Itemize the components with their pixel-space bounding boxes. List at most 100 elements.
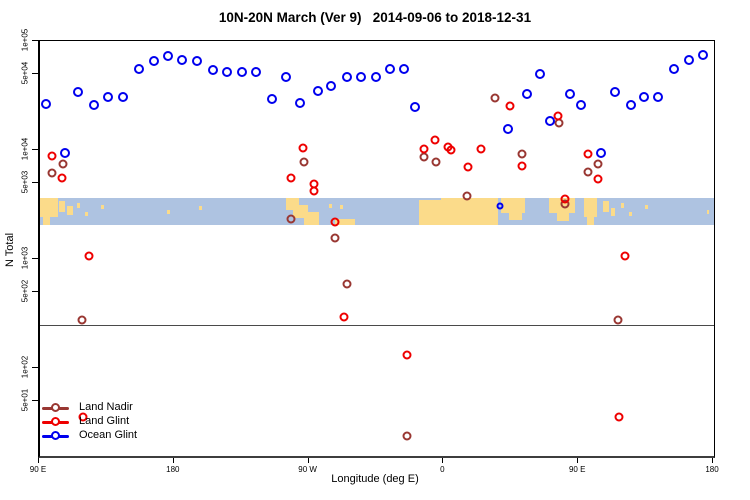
y-tick-label: 1e+05 xyxy=(20,28,30,52)
land-patch xyxy=(329,203,333,208)
data-point-land-nadir xyxy=(583,167,593,177)
data-point-ocean-glint xyxy=(698,49,709,60)
data-point-ocean-glint xyxy=(148,55,159,66)
land-patch xyxy=(628,211,632,216)
y-tick-label: 1e+03 xyxy=(20,246,30,270)
data-point-land-nadir xyxy=(402,431,412,441)
data-point-ocean-glint xyxy=(236,66,247,77)
plot-area: Land Nadir Land Glint Ocean Glint xyxy=(38,40,715,458)
chart-title: 10N-20N March (Ver 9) 2014-09-06 to 2018… xyxy=(218,10,532,25)
data-point-land-glint xyxy=(309,186,319,196)
data-point-ocean-glint xyxy=(355,71,366,82)
data-point-land-nadir xyxy=(517,149,527,159)
data-point-ocean-glint xyxy=(653,92,664,103)
data-point-land-glint xyxy=(620,251,630,261)
data-point-land-glint xyxy=(614,412,624,422)
x-tick-mark xyxy=(712,457,713,463)
data-point-ocean-glint xyxy=(565,88,576,99)
data-point-ocean-glint xyxy=(503,123,514,134)
legend-label: Land Nadir xyxy=(79,401,133,413)
legend-marker-circle xyxy=(51,403,60,412)
data-point-ocean-glint xyxy=(410,102,421,112)
legend-item: Ocean Glint xyxy=(42,429,162,443)
x-tick-mark xyxy=(38,457,39,463)
data-point-land-glint xyxy=(57,173,67,183)
x-tick-label: 90 E xyxy=(29,465,47,474)
y-tick-mark xyxy=(32,290,38,292)
data-point-ocean-glint xyxy=(88,99,99,110)
y-axis-label: N Total xyxy=(4,232,16,268)
x-tick-label: 180 xyxy=(705,465,719,474)
y-tick-label: 5e+02 xyxy=(20,279,30,303)
data-point-ocean-glint xyxy=(545,115,556,126)
data-point-land-glint xyxy=(476,144,486,154)
land-patch xyxy=(586,214,595,225)
x-tick-label: 90 W xyxy=(298,465,317,474)
land-patch xyxy=(59,201,66,212)
data-point-land-nadir xyxy=(490,93,500,103)
data-point-land-nadir xyxy=(77,315,87,325)
data-point-ocean-glint xyxy=(325,81,336,92)
land-patch xyxy=(101,205,105,209)
y-tick-label: 5e+03 xyxy=(20,170,30,194)
data-point-land-glint xyxy=(560,194,570,204)
y-tick-mark xyxy=(32,40,38,41)
data-point-ocean-glint xyxy=(535,69,546,79)
land-patch xyxy=(621,203,625,208)
data-point-ocean-glint xyxy=(399,64,410,75)
data-point-ocean-glint xyxy=(626,99,637,110)
data-point-ocean-glint xyxy=(250,66,261,77)
data-point-land-glint xyxy=(593,174,603,184)
data-point-land-glint xyxy=(430,135,440,145)
data-point-ocean-glint xyxy=(117,92,128,103)
land-patch xyxy=(198,206,202,210)
y-tick-mark xyxy=(32,149,38,150)
data-point-ocean-glint xyxy=(72,87,83,98)
legend-label: Land Glint xyxy=(79,415,130,427)
data-point-land-nadir xyxy=(613,315,623,325)
world-map-strip xyxy=(40,198,714,225)
land-patch xyxy=(66,206,73,215)
data-point-land-glint xyxy=(84,251,94,261)
land-patch xyxy=(42,210,51,225)
data-point-land-glint xyxy=(463,162,473,172)
x-tick-label: 0 xyxy=(440,465,445,474)
y-tick-label: 5e+01 xyxy=(20,388,30,412)
data-point-ocean-glint xyxy=(522,88,533,99)
land-patch xyxy=(167,210,171,215)
data-point-ocean-glint xyxy=(40,99,51,110)
data-point-land-nadir xyxy=(462,191,472,201)
legend-marker-circle xyxy=(51,431,60,440)
x-tick-mark xyxy=(172,457,174,463)
data-point-land-nadir xyxy=(286,214,296,224)
land-patch xyxy=(303,211,319,225)
y-tick-label: 1e+02 xyxy=(20,355,30,379)
data-point-ocean-glint xyxy=(683,54,694,65)
data-point-ocean-glint xyxy=(610,87,621,98)
data-point-land-glint xyxy=(517,161,527,171)
data-point-ocean-glint xyxy=(496,202,504,210)
data-point-land-nadir xyxy=(593,159,603,169)
y-tick-mark xyxy=(32,181,38,183)
land-patch xyxy=(77,203,81,208)
data-point-land-nadir xyxy=(58,159,68,169)
land-patch xyxy=(285,198,300,211)
data-point-land-nadir xyxy=(299,157,309,167)
data-point-ocean-glint xyxy=(162,51,173,62)
data-point-ocean-glint xyxy=(596,148,607,159)
land-patch xyxy=(84,211,88,216)
data-point-ocean-glint xyxy=(102,92,113,103)
land-patch xyxy=(556,213,569,221)
data-point-land-glint xyxy=(505,101,515,111)
legend-marker-circle xyxy=(51,417,60,426)
legend-item: Land Glint xyxy=(42,415,162,429)
legend-item: Land Nadir xyxy=(42,401,162,415)
land-patch xyxy=(418,199,442,225)
data-point-land-glint xyxy=(446,145,456,155)
data-point-ocean-glint xyxy=(341,71,352,82)
reference-line xyxy=(40,324,714,326)
land-patch xyxy=(441,198,499,225)
data-point-land-glint xyxy=(339,312,349,322)
land-patch xyxy=(508,213,523,220)
